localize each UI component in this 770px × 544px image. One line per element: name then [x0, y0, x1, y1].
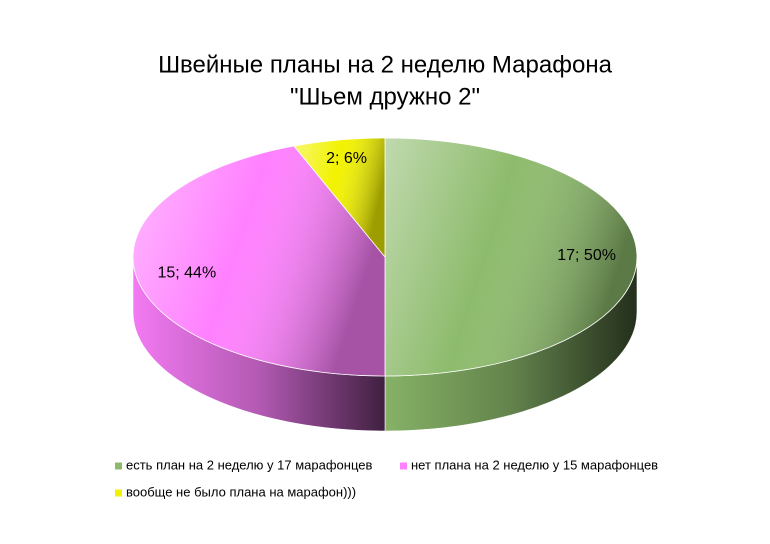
legend-label: нет плана на 2 неделю у 15 марафонцев [411, 457, 658, 472]
data-label: 2; 6% [326, 150, 367, 167]
legend-label: вообще не было плана на марафон))) [126, 484, 356, 499]
pie-slice-shade [293, 137, 386, 259]
legend-swatch [115, 489, 122, 497]
chart-title: Швейные планы на 2 неделю Марафона [158, 51, 613, 78]
data-label: 17; 50% [557, 247, 616, 264]
legend-swatch [115, 462, 122, 470]
legend-label: есть план на 2 неделю у 17 марафонцев [126, 457, 372, 472]
data-label: 15; 44% [157, 265, 216, 282]
chart-title: "Шьем дружно 2" [290, 83, 480, 110]
pie-slice-shade [132, 145, 386, 377]
pie-slice-shade [384, 137, 638, 377]
legend-swatch [400, 462, 407, 470]
